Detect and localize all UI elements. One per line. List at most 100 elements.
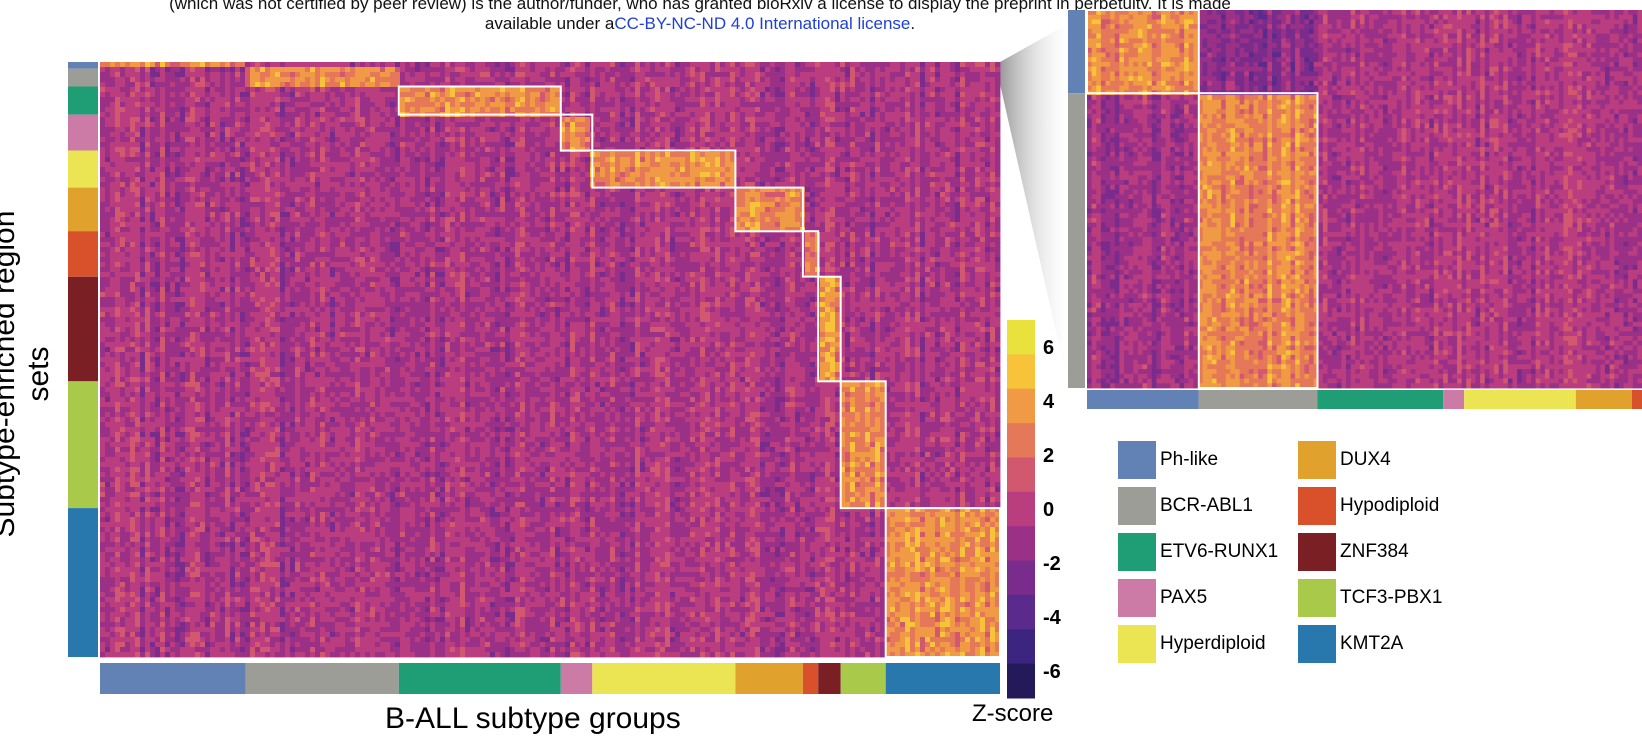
heatmap-cell [410,182,416,188]
heatmap-cell [465,152,471,158]
heatmap-cell [870,157,876,163]
heatmap-cell [410,72,416,78]
heatmap-cell [210,172,216,178]
heatmap-cell [365,157,371,163]
heatmap-cell [625,192,631,198]
heatmap-cell [985,172,991,178]
heatmap-cell [200,187,206,193]
heatmap-cell [755,77,761,83]
heatmap-cell [160,142,166,148]
heatmap-cell [295,177,301,183]
heatmap-cell [730,162,736,168]
heatmap-cell [935,167,941,173]
heatmap-cell [770,142,776,148]
heatmap-cell [250,172,256,178]
heatmap-cell [510,127,516,133]
heatmap-cell [390,127,396,133]
heatmap-cell [685,187,691,193]
heatmap-cell [850,192,856,198]
heatmap-cell [595,182,601,188]
heatmap-cell [990,72,996,78]
heatmap-cell [520,107,526,113]
heatmap-cell [785,117,791,123]
license-link[interactable]: CC-BY-NC-ND 4.0 International license [614,14,910,33]
heatmap-cell [535,117,541,123]
heatmap-cell [150,147,156,153]
heatmap-cell [515,187,521,193]
heatmap-cell [965,97,971,103]
heatmap-cell [955,67,961,73]
heatmap-cell [150,182,156,188]
heatmap-cell [795,167,801,173]
heatmap-cell [890,127,896,133]
heatmap-cell [600,187,606,193]
heatmap-cell [890,187,896,193]
heatmap-cell [550,72,556,78]
heatmap-cell [580,137,586,143]
heatmap-cell [470,127,476,133]
heatmap-cell [880,97,886,103]
heatmap-cell [615,87,621,93]
heatmap-cell [975,177,981,183]
heatmap-cell [550,157,556,163]
heatmap-cell [995,107,1001,113]
heatmap-cell [260,137,266,143]
heatmap-cell [580,122,586,128]
heatmap-cell [140,157,146,163]
heatmap-cell [430,152,436,158]
heatmap-cell [130,97,136,103]
heatmap-cell [150,62,156,68]
heatmap-cell [960,147,966,153]
heatmap-cell [860,72,866,78]
heatmap-cell [940,92,946,98]
heatmap-cell [530,62,536,68]
heatmap-cell [120,112,126,118]
heatmap-cell [620,127,626,133]
heatmap-cell [810,97,816,103]
heatmap-cell [440,167,446,173]
heatmap-cell [380,87,386,93]
heatmap-cell [695,172,701,178]
heatmap-cell [635,62,641,68]
heatmap-cell [625,112,631,118]
heatmap-cell [375,107,381,113]
heatmap-cell [640,142,646,148]
heatmap-cell [350,62,356,68]
heatmap-cell [260,152,266,158]
heatmap-cell [525,117,531,123]
heatmap-cell [505,137,511,143]
heatmap-cell [840,157,846,163]
heatmap-cell [125,137,131,143]
heatmap-cell [750,187,756,193]
heatmap-cell [545,102,551,108]
heatmap-cell [195,142,201,148]
heatmap-cell [100,197,106,203]
heatmap-cell [570,87,576,93]
heatmap-cell [285,132,291,138]
heatmap-cell [280,62,286,68]
heatmap-cell [180,162,186,168]
heatmap-cell [930,172,936,178]
heatmap-cell [835,117,841,123]
heatmap-cell [285,122,291,128]
heatmap-cell [835,137,841,143]
heatmap-cell [275,157,281,163]
heatmap-cell [220,77,226,83]
heatmap-cell [980,177,986,183]
heatmap-cell [825,167,831,173]
heatmap-cell [625,62,631,68]
heatmap-cell [830,122,836,128]
heatmap-cell [920,167,926,173]
heatmap-cell [100,177,106,183]
heatmap-cell [670,152,676,158]
heatmap-cell [105,112,111,118]
heatmap-cell [780,82,786,88]
heatmap-cell [845,147,851,153]
heatmap-cell [195,112,201,118]
heatmap-cell [905,167,911,173]
heatmap-cell [310,182,316,188]
heatmap-cell [295,107,301,113]
heatmap-cell [690,172,696,178]
heatmap-cell [730,107,736,113]
heatmap-cell [320,177,326,183]
